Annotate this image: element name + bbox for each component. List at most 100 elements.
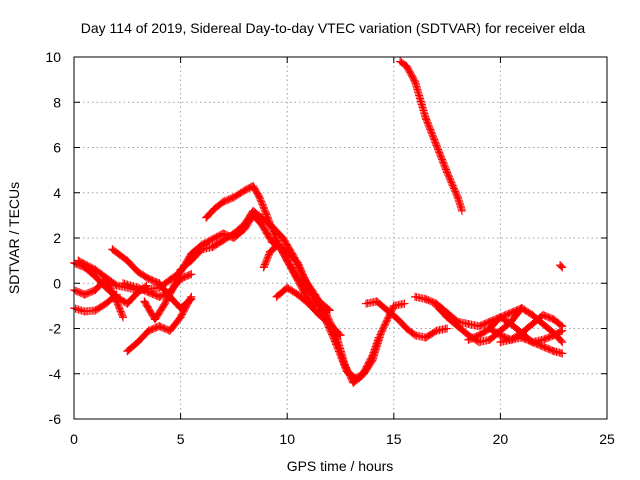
data-point (432, 326, 441, 335)
series-track-g (123, 292, 196, 356)
data-point (259, 263, 268, 272)
data-point (485, 324, 494, 333)
series-track-q (485, 304, 567, 347)
data-point (91, 306, 100, 315)
x-tick-label: 25 (599, 431, 615, 447)
data-point (539, 319, 548, 328)
y-axis-label: SDTVAR / TECUs (6, 182, 22, 294)
data-point (315, 310, 324, 319)
data-point (101, 299, 110, 308)
data-point (91, 286, 100, 295)
x-tick-label: 0 (70, 431, 78, 447)
data-point (133, 267, 142, 276)
series-track-j (259, 240, 317, 310)
data-point (208, 243, 217, 252)
data-point (411, 292, 420, 301)
data-point (257, 220, 266, 229)
data-point (202, 213, 211, 222)
data-point (402, 324, 411, 333)
data-point (165, 326, 174, 335)
data-point (421, 333, 430, 342)
data-point (475, 338, 484, 347)
data-point (336, 331, 345, 340)
data-point (496, 331, 505, 340)
data-point (304, 299, 313, 308)
data-point (229, 229, 238, 238)
y-tick-label: -4 (49, 366, 62, 382)
data-point (517, 304, 526, 313)
data-point (219, 236, 228, 245)
series-track-r (496, 326, 567, 347)
data-point (402, 62, 411, 71)
data-point (315, 297, 324, 306)
data-point (549, 331, 558, 340)
data-point (197, 245, 206, 254)
data-point (485, 335, 494, 344)
data-point (144, 288, 153, 297)
y-tick-label: 8 (53, 94, 61, 110)
data-point (80, 307, 89, 316)
data-point (507, 317, 516, 326)
series-track-k (272, 283, 345, 340)
data-point (458, 206, 467, 215)
data-point (453, 322, 462, 331)
y-tick-label: 10 (45, 49, 61, 65)
data-point (475, 322, 484, 331)
data-point (539, 310, 548, 319)
y-tick-label: -6 (49, 411, 62, 427)
data-point (411, 77, 420, 86)
data-point (283, 283, 292, 292)
y-tick-label: -2 (49, 321, 62, 337)
data-point (389, 301, 398, 310)
data-point (140, 297, 149, 306)
data-point (421, 114, 430, 123)
x-tick-label: 20 (493, 431, 509, 447)
data-point (432, 141, 441, 150)
data-point (187, 292, 196, 301)
data-point (539, 342, 548, 351)
data-point (394, 315, 403, 324)
data-point (293, 290, 302, 299)
data-point (155, 279, 164, 288)
data-point (528, 310, 537, 319)
data-point (187, 270, 196, 279)
data-point (396, 57, 405, 66)
data-point (123, 347, 132, 356)
chart-title: Day 114 of 2019, Sidereal Day-to-day VTE… (81, 20, 586, 36)
data-point (362, 299, 371, 308)
data-point (240, 186, 249, 195)
data-point (496, 313, 505, 322)
data-point (255, 193, 264, 202)
data-point (496, 338, 505, 347)
x-tick-label: 10 (279, 431, 295, 447)
data-point (119, 313, 128, 322)
data-point (133, 283, 142, 292)
x-tick-label: 15 (386, 431, 402, 447)
data-point (558, 263, 567, 272)
series-track-l (396, 57, 467, 215)
series-track-m (362, 297, 452, 342)
data-point (383, 306, 392, 315)
data-point (443, 313, 452, 322)
data-point (219, 229, 228, 238)
data-point (119, 279, 128, 288)
data-point (507, 308, 516, 317)
data-point (187, 256, 196, 265)
data-point (549, 315, 558, 324)
data-point (272, 292, 281, 301)
data-point (374, 333, 383, 342)
data-point (357, 372, 366, 381)
data-point (558, 338, 567, 347)
data-point (155, 292, 164, 301)
data-point (475, 331, 484, 340)
data-point (377, 329, 386, 338)
data-point (278, 234, 287, 242)
data-point (249, 181, 258, 190)
y-tick-label: 2 (53, 230, 61, 246)
data-point (123, 256, 132, 265)
data-point (80, 290, 89, 299)
data-point (507, 335, 516, 344)
data-point (229, 193, 238, 202)
